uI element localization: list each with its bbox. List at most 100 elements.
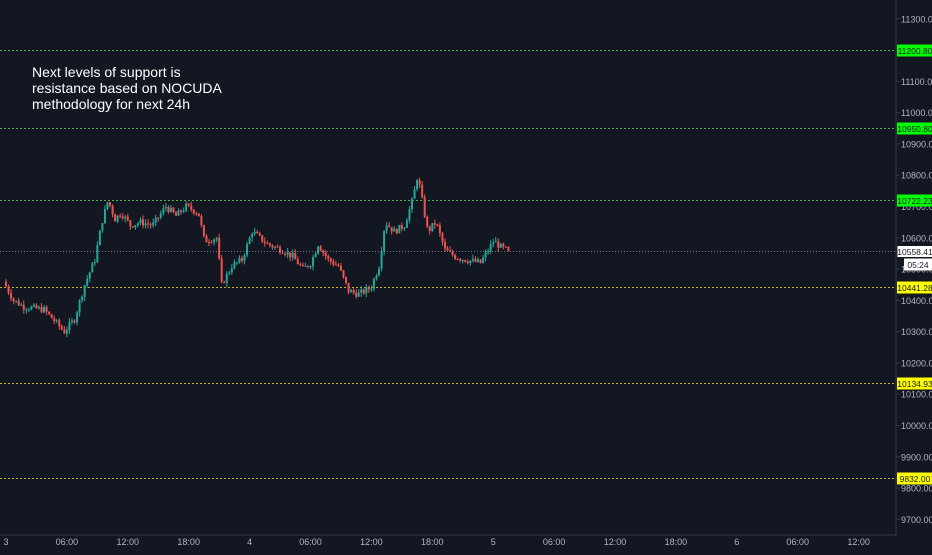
candle-body (263, 241, 266, 244)
candle-body (507, 246, 510, 251)
candle-body (68, 322, 71, 331)
candle-body (246, 243, 249, 256)
candle-body (251, 233, 254, 238)
candle-body (111, 205, 114, 215)
time-tick-label: 06:00 (299, 537, 322, 547)
candle-body (35, 304, 38, 309)
price-tick-label: 10600.00 (901, 233, 932, 243)
candle-body (324, 252, 327, 257)
candle-body (489, 244, 492, 252)
candle-body (271, 245, 274, 248)
time-axis[interactable]: 3 06:00 12:00 18:00 4 06:00 12:00 18:00 5 06:00 12… (0, 534, 896, 547)
price-tick-label: 11100.00 (901, 77, 932, 87)
candle-body (30, 306, 33, 310)
candle-body (228, 272, 231, 274)
candle-body (126, 216, 129, 221)
candle-body (32, 304, 35, 307)
resistance-level-label: 10722.23 (897, 196, 932, 206)
price-tick-label: 10200.00 (901, 358, 932, 368)
candle-body (91, 263, 94, 273)
candle-body (372, 279, 375, 289)
candle-body (314, 253, 317, 258)
candle-body (428, 226, 431, 231)
candle-body (362, 289, 365, 294)
time-tick-label: 6 (734, 537, 739, 547)
chart-annotation: Next levels of support is resistance bas… (32, 64, 222, 112)
candle-body (187, 203, 190, 206)
candle-body (375, 275, 378, 280)
candle-body (411, 198, 413, 210)
candle-body (304, 265, 307, 267)
candle-body (413, 189, 416, 199)
candle-body (60, 326, 63, 330)
candle-body (17, 300, 20, 306)
candle-body (403, 227, 406, 229)
candle-body (456, 258, 459, 260)
candle-body (279, 247, 282, 253)
resistance-level-label: 11200.80 (898, 46, 932, 56)
candle-body (355, 292, 358, 297)
candle-body (116, 215, 119, 222)
candle-body (218, 237, 221, 259)
candle-body (124, 216, 127, 219)
candle-body (12, 298, 15, 301)
last-price-tag (896, 245, 932, 258)
candle-body (147, 223, 150, 225)
time-tick-label: 06:00 (543, 537, 566, 547)
candle-body (479, 259, 482, 263)
candle-body (134, 225, 137, 228)
candle-body (225, 273, 228, 283)
candle-body (446, 248, 449, 251)
price-tick-label: 10700.00 (901, 202, 932, 212)
candle-body (380, 251, 383, 269)
candle-body (281, 252, 284, 254)
candle-body (43, 307, 46, 313)
time-tick-label: 06:00 (56, 537, 79, 547)
price-tick-label: 10800.00 (901, 171, 932, 181)
candle-body (180, 210, 183, 212)
candle-body (213, 239, 216, 243)
candle-body (433, 223, 436, 225)
candle-body (294, 253, 297, 260)
candle-body (253, 231, 256, 234)
price-tick-label: 10400.00 (901, 296, 932, 306)
candle-body (441, 233, 444, 243)
candle-body (22, 304, 25, 310)
candle-body (20, 304, 23, 306)
price-tick-label: 10100.00 (901, 390, 932, 400)
candle-body (273, 246, 276, 248)
resistance-level-tag (897, 122, 932, 135)
candle-body (332, 261, 335, 265)
candle-body (230, 268, 233, 273)
last-price-label: 10558.41 (897, 247, 932, 257)
candle-body (342, 270, 345, 277)
resistance-level-tag (897, 44, 932, 57)
candle-body (190, 205, 193, 210)
candle-body (106, 202, 109, 209)
candle-body (157, 217, 160, 219)
candle-body (365, 287, 368, 294)
candle-body (268, 243, 271, 246)
resistance-level-label: 10950.80 (897, 124, 932, 134)
candle-body (40, 307, 43, 313)
candle-body (76, 312, 79, 323)
candle-body (482, 257, 485, 263)
candle-body (136, 223, 139, 226)
candle-body (233, 262, 236, 269)
candle-body (261, 235, 264, 242)
candle-body (197, 213, 200, 217)
candle-body (306, 265, 309, 267)
candle-body (276, 246, 279, 248)
candle-body (109, 202, 112, 206)
candle-body (78, 300, 81, 313)
level-lines[interactable] (0, 50, 896, 479)
time-tick-label: 18:00 (665, 537, 688, 547)
time-tick-label: 12:00 (604, 537, 627, 547)
candle-body (139, 219, 142, 224)
candle-body (48, 311, 51, 315)
time-tick-label: 12:00 (360, 537, 383, 547)
candle-body (149, 224, 152, 226)
countdown-tag (904, 258, 932, 271)
